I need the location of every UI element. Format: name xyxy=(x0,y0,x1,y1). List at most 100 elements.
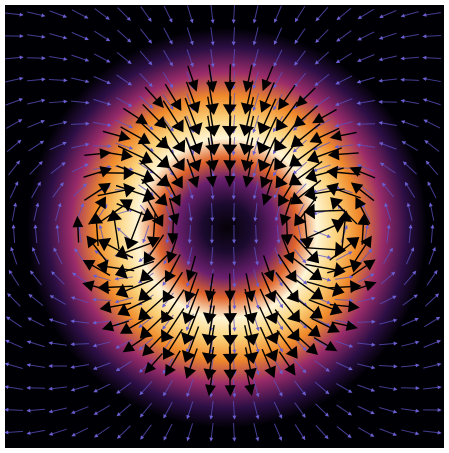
stream-segment xyxy=(274,203,281,222)
stream-segment xyxy=(209,246,214,266)
stream-segment xyxy=(116,382,132,394)
stream-segment xyxy=(49,120,68,127)
vector-arrow xyxy=(242,64,254,93)
vector-arrow xyxy=(329,300,360,313)
vector-arrow xyxy=(165,178,181,207)
vector-arrow xyxy=(84,182,111,201)
stream-segment xyxy=(116,29,132,43)
stream-segment xyxy=(378,32,397,40)
stream-segment xyxy=(403,270,417,286)
stream-segment xyxy=(163,27,173,45)
stream-segment xyxy=(253,401,260,420)
vector-arrow xyxy=(82,259,111,276)
stream-segment xyxy=(162,116,174,132)
vector-arrow xyxy=(180,306,200,345)
stream-segment xyxy=(357,363,376,370)
vector-arrow xyxy=(164,83,182,112)
stream-segment xyxy=(114,297,133,304)
stream-segment xyxy=(313,141,331,151)
stream-segment xyxy=(11,224,16,244)
vector-arrow xyxy=(86,235,108,262)
vector-arrow xyxy=(101,320,129,332)
vector-arrow xyxy=(186,158,200,189)
vector-arrow xyxy=(185,81,201,114)
vector-arrow xyxy=(354,235,372,262)
stream-segment xyxy=(162,72,174,89)
stream-segment xyxy=(426,270,438,286)
vector-arrow xyxy=(164,254,181,283)
vector-arrow xyxy=(139,121,169,149)
stream-segment xyxy=(430,224,435,244)
vector-arrow xyxy=(261,272,277,303)
stream-segment xyxy=(10,246,18,265)
vector-arrow xyxy=(327,148,359,161)
stream-segment xyxy=(48,78,68,83)
stream-segment xyxy=(422,385,442,390)
stream-segment xyxy=(357,296,376,303)
stream-segment xyxy=(4,12,24,17)
stream-segment xyxy=(49,55,68,61)
stream-segment xyxy=(53,247,63,265)
stream-segment xyxy=(379,428,398,436)
stream-segment xyxy=(424,140,440,152)
vector-arrow xyxy=(72,215,84,243)
vector-arrow xyxy=(261,66,274,92)
stream-segment xyxy=(334,144,353,149)
stream-segment xyxy=(162,380,174,397)
vector-arrow xyxy=(139,254,168,282)
stream-segment xyxy=(384,202,392,221)
stream-segment xyxy=(163,423,173,441)
stream-segment xyxy=(4,430,24,435)
vector-arrow xyxy=(299,212,314,249)
vector-arrow xyxy=(161,118,186,153)
stream-segment xyxy=(422,55,442,60)
stream-segment xyxy=(253,269,260,288)
vector-arrow xyxy=(257,98,277,135)
stream-segment xyxy=(232,400,237,420)
vector-arrow xyxy=(257,137,277,172)
vector-arrow xyxy=(97,237,134,259)
stream-segment xyxy=(359,248,373,264)
stream-segment xyxy=(423,119,441,129)
stream-segment xyxy=(408,224,413,244)
stream-segment xyxy=(186,27,194,46)
stream-segment xyxy=(335,75,353,85)
stream-segment xyxy=(116,52,132,64)
stream-segment xyxy=(115,97,133,107)
vector-arrow xyxy=(278,351,296,376)
stream-segment xyxy=(186,379,194,398)
stream-segment xyxy=(334,298,354,303)
stream-segment xyxy=(357,273,375,283)
stream-segment xyxy=(401,408,420,413)
vector-arrow xyxy=(290,179,322,205)
stream-segment xyxy=(138,337,154,351)
stream-segment xyxy=(70,319,89,324)
vector-arrow xyxy=(326,182,361,199)
stream-segment xyxy=(425,293,440,307)
stream-segment xyxy=(335,383,353,393)
stream-segment xyxy=(5,76,24,83)
vector-arrow xyxy=(138,140,170,169)
stream-segment xyxy=(379,385,398,391)
stream-segment xyxy=(5,119,23,129)
stream-segment xyxy=(27,120,45,128)
vector-arrow xyxy=(259,288,279,325)
stream-segment xyxy=(315,403,329,417)
stream-segment xyxy=(94,30,111,42)
stream-segment xyxy=(77,224,82,243)
vector-arrow xyxy=(240,137,255,172)
stream-segment xyxy=(356,164,375,172)
stream-segment xyxy=(400,11,419,18)
stream-segment xyxy=(401,317,419,327)
vector-arrow xyxy=(313,336,338,352)
vector-arrow xyxy=(161,137,185,172)
vector-arrow xyxy=(308,299,343,316)
stream-segment xyxy=(313,230,332,238)
stream-segment xyxy=(48,428,67,436)
stream-segment xyxy=(336,404,353,416)
vector-arrow xyxy=(239,115,255,156)
stream-segment xyxy=(400,120,419,128)
stream-segment xyxy=(334,165,354,170)
vector-arrow xyxy=(259,82,275,113)
stream-segment xyxy=(273,5,282,23)
